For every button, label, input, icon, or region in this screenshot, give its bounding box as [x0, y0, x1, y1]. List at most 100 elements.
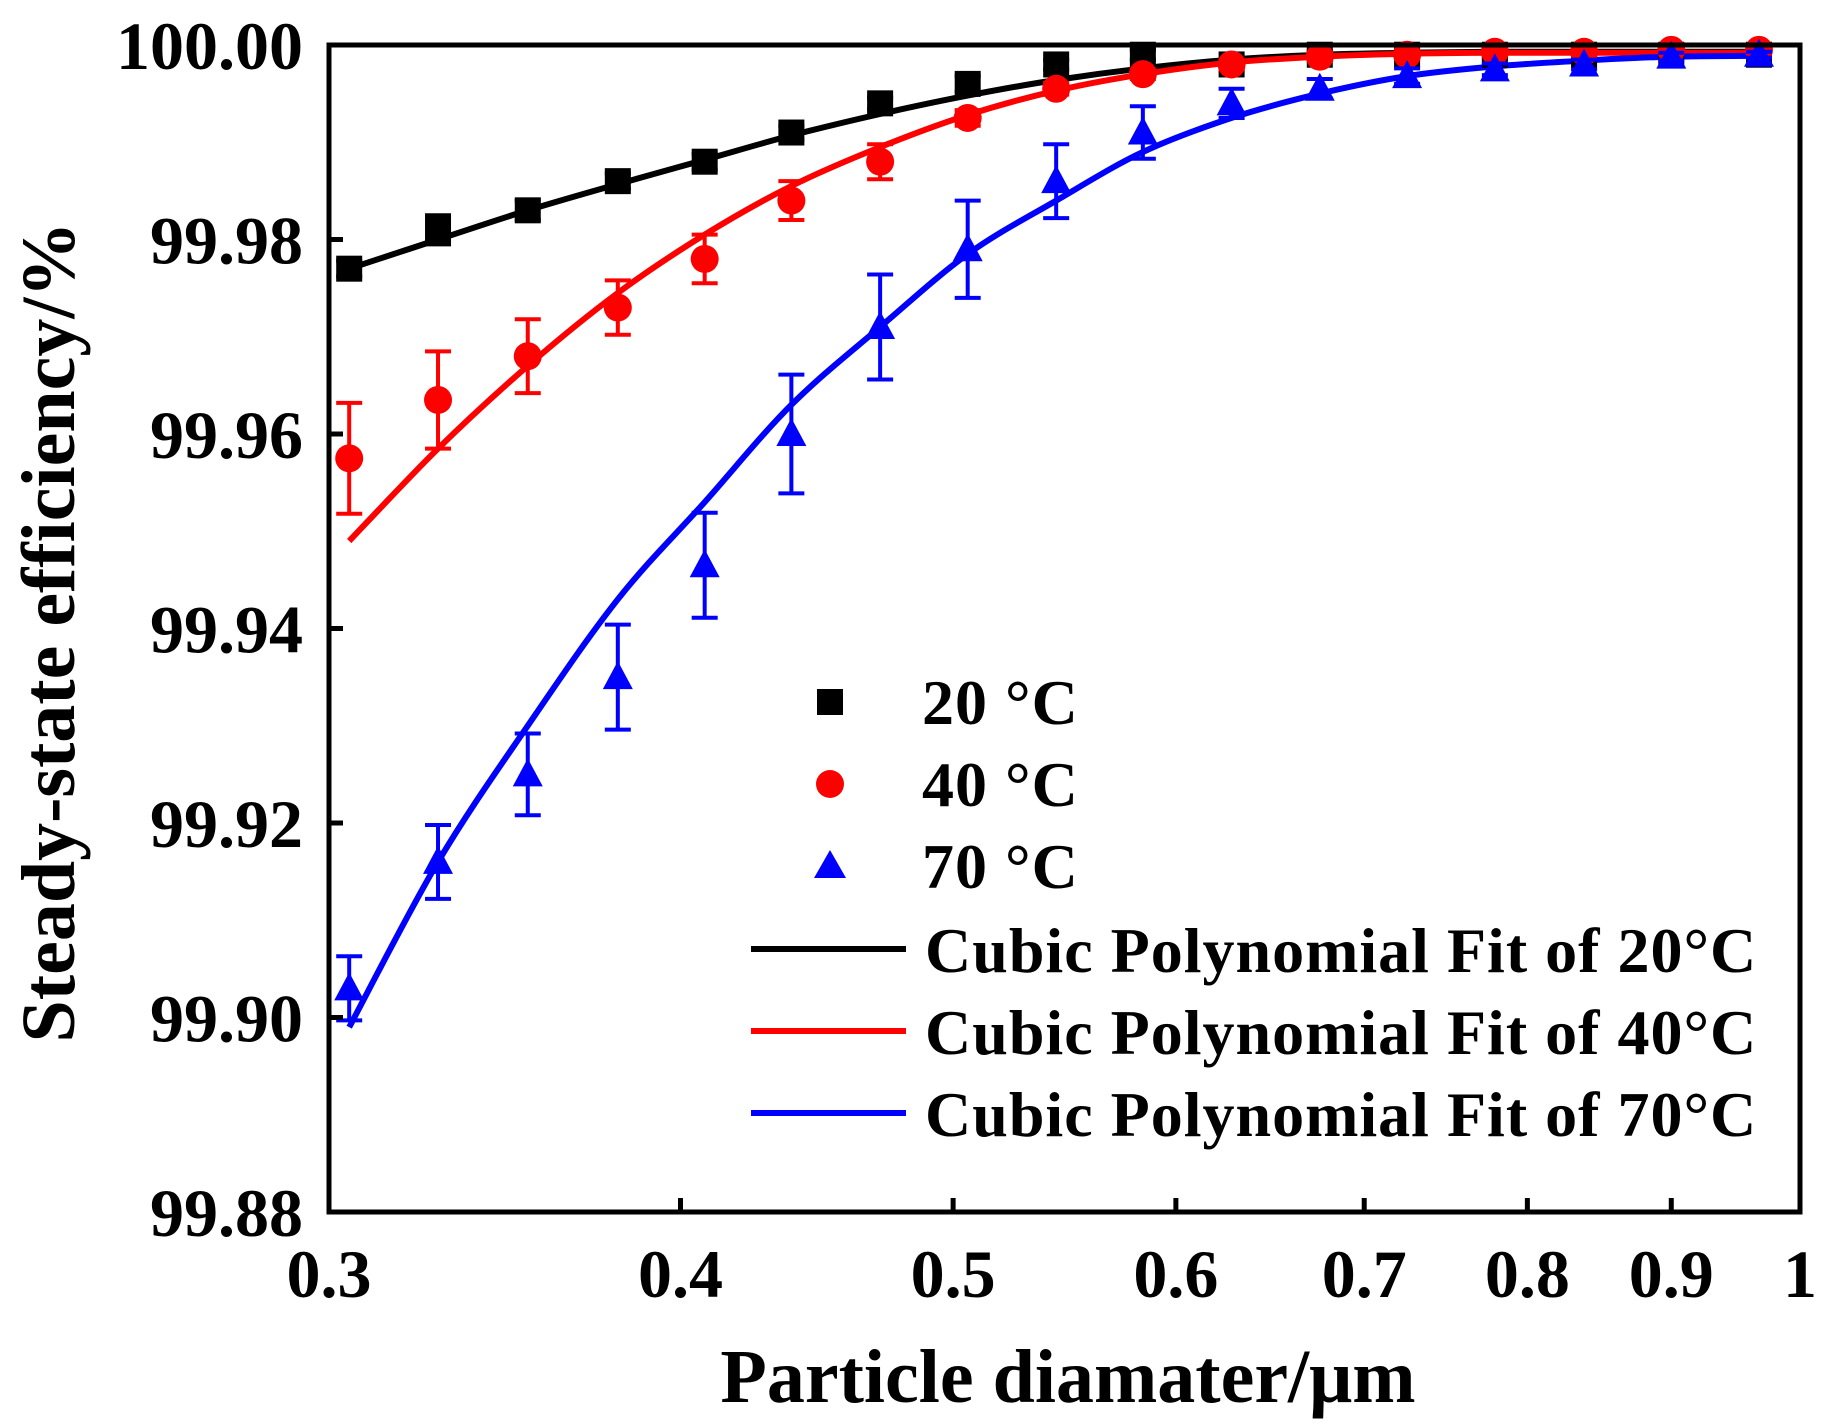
marker-triangle-70c [1479, 53, 1510, 82]
data-point-70c [1392, 60, 1423, 89]
marker-triangle-70c [1656, 40, 1687, 69]
data-point-70c [423, 822, 454, 901]
y-tick-label: 99.98 [150, 203, 303, 279]
marker-triangle-70c [1744, 38, 1775, 67]
data-point-20c [691, 148, 718, 175]
legend-label-fit-40c: Cubic Polynomial Fit of 40°C [925, 997, 1757, 1068]
x-tick-label: 0.7 [1322, 1236, 1407, 1312]
y-tick-label: 99.90 [150, 981, 303, 1057]
legend-circle-marker [816, 770, 844, 798]
data-point-70c [865, 272, 896, 382]
marker-triangle-70c [512, 758, 543, 787]
marker-triangle-70c [1127, 116, 1158, 145]
data-point-70c [1304, 72, 1335, 101]
legend-label-70c: 70 °C [922, 831, 1079, 902]
x-axis-title: Particle diamater/μm [720, 1335, 1415, 1419]
data-point-40c [1305, 42, 1334, 71]
legend-label-20c: 20 °C [922, 667, 1079, 738]
marker-circle-40c [603, 293, 632, 322]
data-point-20c [514, 197, 541, 224]
marker-circle-40c [1042, 74, 1071, 103]
data-point-70c [1479, 53, 1510, 82]
y-axis-title: Steady-state efficiency/% [7, 222, 91, 1043]
axes-layer [326, 42, 1803, 1215]
data-point-20c [867, 90, 894, 117]
marker-circle-40c [1393, 40, 1422, 69]
marker-triangle-70c [1041, 165, 1072, 194]
marker-triangle-70c [1304, 72, 1335, 101]
x-tick-label: 0.9 [1629, 1236, 1714, 1312]
y-tick-label: 100.00 [116, 8, 303, 84]
marker-triangle-70c [689, 549, 720, 578]
marker-square-20c [336, 255, 363, 282]
data-point-70c [952, 198, 983, 300]
data-point-40c [1393, 40, 1422, 69]
tick-labels: 0.3 0.4 0.5 0.6 0.7 0.8 0.9 1 99.88 99.90 99.92 99.… [116, 8, 1817, 1312]
data-point-40c [335, 400, 364, 516]
legend: 20 °C 40 °C 70 °C Cubic Polynomial Fit o… [751, 667, 1757, 1150]
x-tick-label: 0.3 [287, 1236, 372, 1312]
markers-layer [334, 35, 1775, 1023]
data-point-40c [513, 317, 542, 396]
marker-triangle-70c [1216, 87, 1247, 116]
data-point-40c [866, 142, 895, 182]
y-tick-label: 99.92 [150, 786, 303, 862]
marker-triangle-70c [423, 845, 454, 874]
marker-circle-40c [866, 147, 895, 176]
marker-square-20c [867, 90, 894, 117]
marker-triangle-70c [1392, 60, 1423, 89]
y-tick-label: 99.88 [150, 1175, 303, 1251]
legend-label-fit-70c: Cubic Polynomial Fit of 70°C [925, 1079, 1757, 1150]
data-point-40c [777, 179, 806, 223]
data-point-70c [334, 954, 365, 1023]
data-point-20c [778, 119, 805, 146]
data-point-40c [1217, 50, 1246, 79]
data-point-20c [604, 168, 631, 195]
data-point-70c [512, 731, 543, 818]
marker-square-20c [1043, 51, 1070, 78]
y-tick-label: 99.94 [150, 592, 303, 668]
legend-triangle-marker [814, 850, 846, 878]
data-point-40c [690, 232, 719, 286]
data-point-20c [1043, 51, 1070, 78]
marker-circle-40c [335, 444, 364, 473]
x-tick-label: 0.8 [1485, 1236, 1570, 1312]
data-point-40c [1042, 74, 1071, 103]
data-point-40c [953, 103, 982, 132]
marker-circle-40c [953, 103, 982, 132]
marker-triangle-70c [334, 972, 365, 1001]
data-point-70c [1656, 40, 1687, 69]
data-point-20c [336, 255, 363, 282]
marker-circle-40c [1217, 50, 1246, 79]
marker-square-20c [425, 216, 452, 243]
data-point-70c [1041, 142, 1072, 221]
marker-circle-40c [424, 385, 453, 414]
y-tick-label: 99.96 [150, 397, 303, 473]
data-point-70c [1216, 86, 1247, 120]
x-tick-label: 0.4 [638, 1236, 723, 1312]
data-point-20c [425, 213, 452, 247]
marker-triangle-70c [952, 233, 983, 262]
data-point-70c [602, 622, 633, 732]
data-point-20c [954, 70, 981, 97]
x-tick-label: 1 [1783, 1236, 1817, 1312]
marker-circle-40c [690, 244, 719, 273]
marker-triangle-70c [865, 311, 896, 340]
marker-circle-40c [513, 342, 542, 371]
legend-label-fit-20c: Cubic Polynomial Fit of 20°C [925, 915, 1757, 986]
data-point-70c [1569, 48, 1600, 77]
marker-circle-40c [1128, 60, 1157, 89]
marker-square-20c [778, 119, 805, 146]
marker-square-20c [604, 168, 631, 195]
data-point-70c [776, 372, 807, 496]
legend-square-marker [817, 689, 843, 715]
fit-line-40c [347, 49, 1770, 544]
data-point-40c [424, 349, 453, 451]
x-tick-label: 0.6 [1133, 1236, 1218, 1312]
data-point-40c [603, 278, 632, 337]
marker-square-20c [691, 148, 718, 175]
legend-label-40c: 40 °C [922, 749, 1079, 820]
marker-triangle-70c [602, 661, 633, 690]
marker-circle-40c [1305, 42, 1334, 71]
